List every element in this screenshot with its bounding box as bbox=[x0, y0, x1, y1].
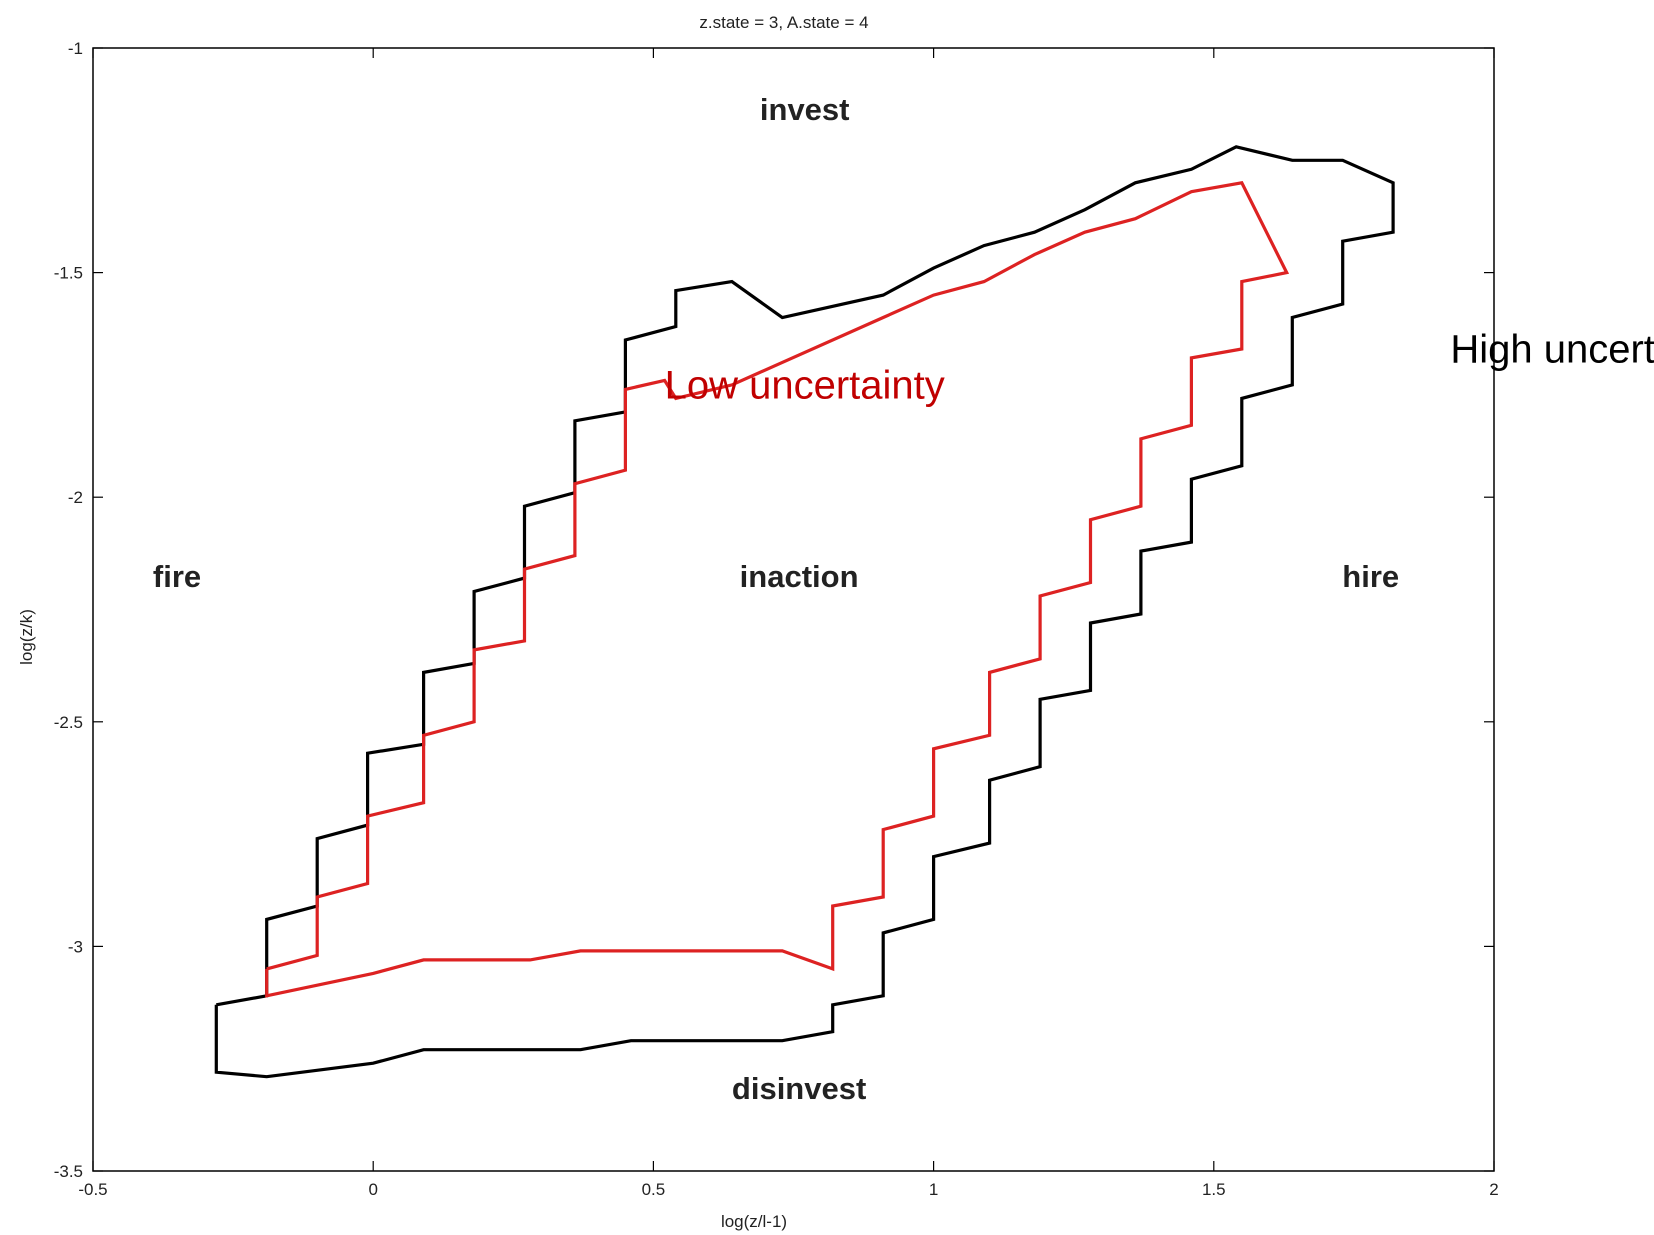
y-tick-label: -2.5 bbox=[54, 713, 83, 732]
region-label-invest: invest bbox=[760, 92, 850, 127]
x-tick-label: 0.5 bbox=[642, 1180, 666, 1199]
y-tick-label: -3.5 bbox=[54, 1162, 83, 1181]
y-axis-label: log(z/k) bbox=[17, 609, 36, 665]
x-tick-label: 2 bbox=[1489, 1180, 1498, 1199]
series-line-high bbox=[214, 145, 1395, 1079]
chart-title: z.state = 3, A.state = 4 bbox=[699, 13, 868, 32]
series-layer bbox=[214, 145, 1395, 1079]
annotation-low-uncertainty: Low uncertainty bbox=[665, 363, 945, 407]
x-axis-label: log(z/l-1) bbox=[721, 1212, 787, 1231]
region-label-inaction: inaction bbox=[740, 559, 859, 594]
y-tick-label: -1.5 bbox=[54, 264, 83, 283]
label-layer: invest fire inaction hire disinvest Low uncer… bbox=[153, 92, 1654, 1106]
region-label-fire: fire bbox=[153, 559, 201, 594]
plot-area bbox=[92, 47, 1495, 1172]
tick-layer: -0.5 0 0.5 1 1.5 2 -1 -1.5 -2 -2.5 -3 -3.5 bbox=[54, 39, 1499, 1199]
region-label-hire: hire bbox=[1342, 559, 1399, 594]
x-tick-label: 1.5 bbox=[1202, 1180, 1226, 1199]
x-tick-label: 0 bbox=[368, 1180, 377, 1199]
annotation-high-uncertainty: High uncertainty bbox=[1450, 327, 1654, 371]
series-line-low bbox=[265, 181, 1290, 998]
y-tick-label: -3 bbox=[68, 937, 83, 956]
y-tick-label: -2 bbox=[68, 488, 83, 507]
x-tick-label: 1 bbox=[929, 1180, 938, 1199]
region-label-disinvest: disinvest bbox=[732, 1071, 866, 1106]
x-tick-label: -0.5 bbox=[78, 1180, 107, 1199]
y-tick-label: -1 bbox=[68, 39, 83, 58]
